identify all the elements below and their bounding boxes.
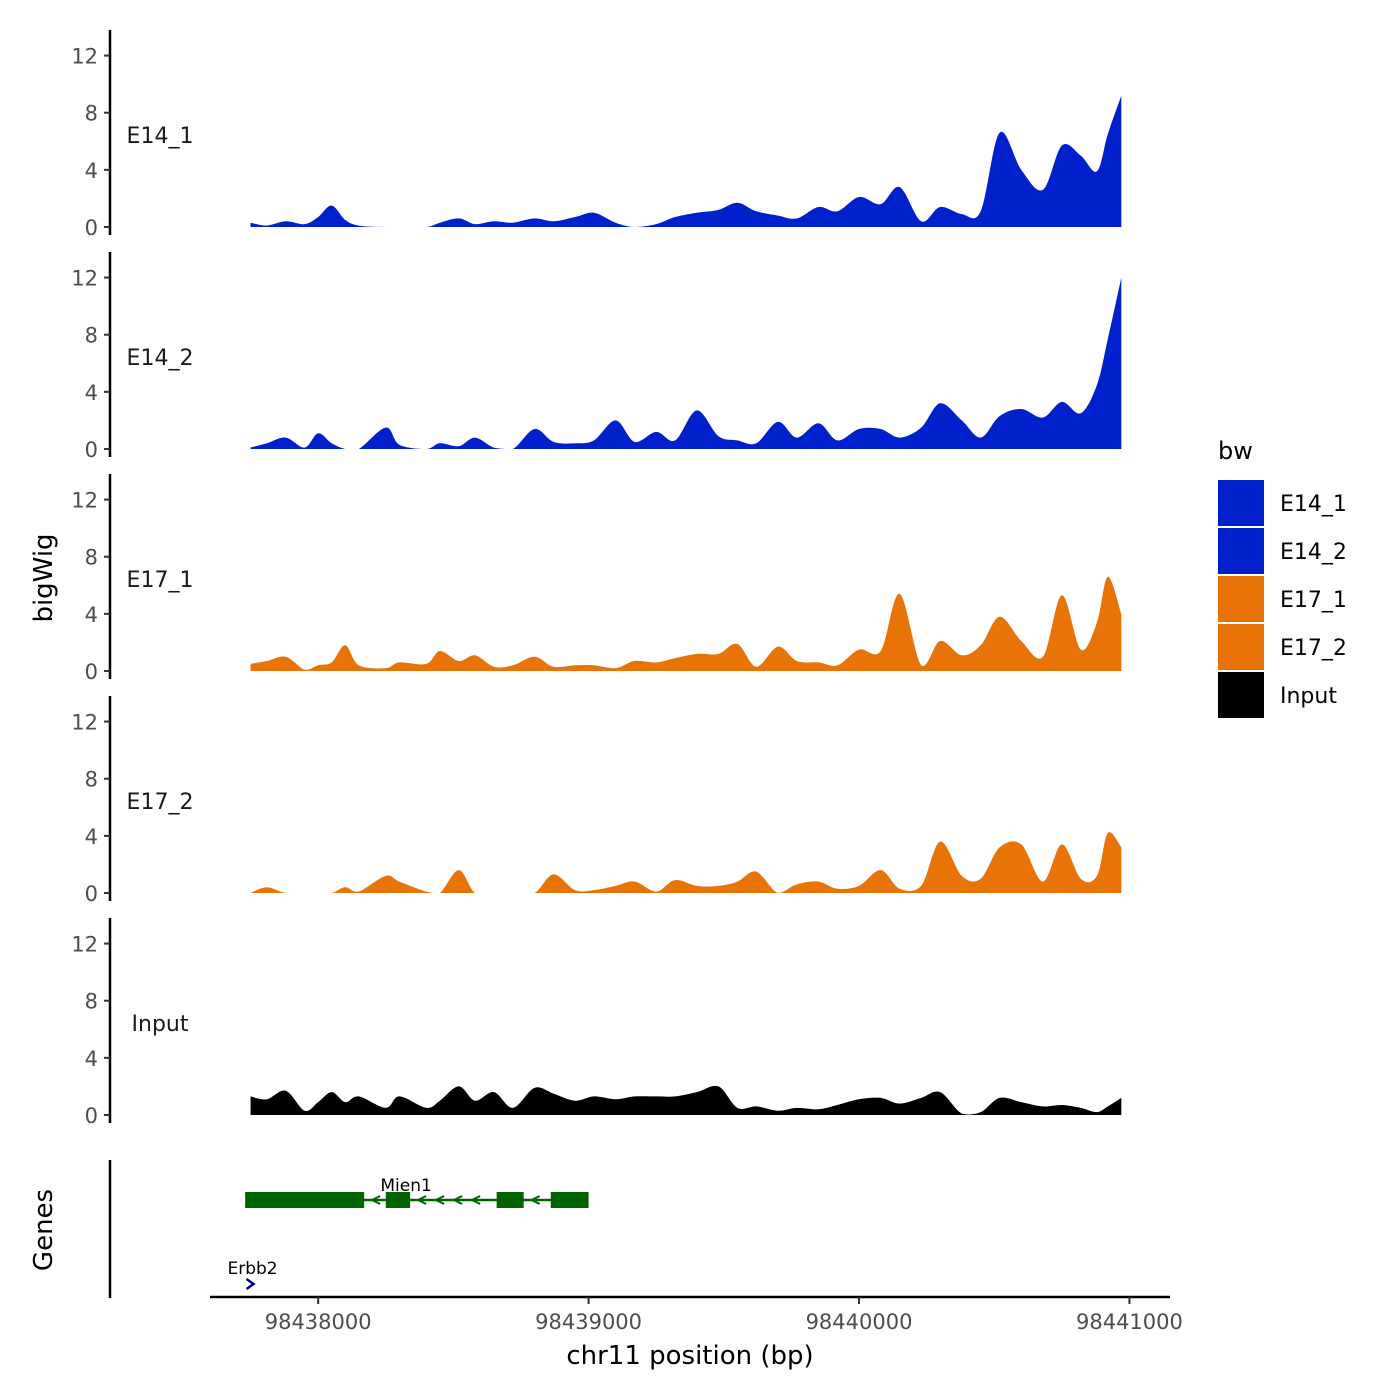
gene-Mien1: Mien1: [245, 1176, 589, 1208]
y-tick-label: 4: [85, 381, 98, 405]
y-tick-label: 8: [85, 768, 98, 792]
genes-axis-label: Genes: [29, 1189, 59, 1271]
y-tick-label: 0: [85, 882, 98, 906]
legend-swatch-E14_2: [1218, 528, 1264, 574]
legend-label: E17_1: [1280, 588, 1347, 613]
y-tick-label: 0: [85, 660, 98, 684]
panel-label: E17_1: [127, 568, 194, 593]
strand-arrow: [529, 1195, 541, 1205]
y-tick-label: 12: [71, 933, 98, 957]
legend-label: E14_1: [1280, 492, 1347, 517]
panel-label: E14_1: [127, 124, 194, 149]
legend-swatch-E14_1: [1218, 480, 1264, 526]
signal-panels: 0 4 8 12 E14_1 0 4 8 12 E14_2 0 4 8 12 E17_1 0 4 8 12 E17_2…: [71, 30, 1122, 1128]
signal-area-E17_1: [250, 576, 1122, 671]
gene-label: Erbb2: [227, 1259, 277, 1279]
x-tick-label: 98441000: [1076, 1310, 1183, 1334]
legend-swatch-Input: [1218, 672, 1264, 718]
strand-arrow: [451, 1195, 463, 1205]
y-tick-label: 8: [85, 990, 98, 1014]
y-tick-label: 12: [71, 45, 98, 69]
x-axis: 98438000 98439000 98440000 98441000: [210, 1295, 1183, 1334]
x-axis-label: chr11 position (bp): [566, 1341, 813, 1371]
strand-arrow: [369, 1195, 381, 1205]
signal-area-Input: [250, 1085, 1122, 1115]
y-tick-label: 4: [85, 825, 98, 849]
panel-E17_2: 0 4 8 12 E17_2: [71, 696, 1122, 906]
x-tick-label: 98439000: [535, 1310, 642, 1334]
signal-area-E14_2: [250, 277, 1122, 449]
y-tick-label: 12: [71, 711, 98, 735]
y-tick-label: 0: [85, 216, 98, 240]
strand-arrow: [415, 1195, 427, 1205]
y-tick-label: 4: [85, 159, 98, 183]
y-tick-label: 12: [71, 267, 98, 291]
panel-label: E17_2: [127, 790, 194, 815]
legend-label: E14_2: [1280, 540, 1347, 565]
y-tick-label: 8: [85, 324, 98, 348]
y-tick-label: 8: [85, 546, 98, 570]
gene-exon: [496, 1192, 524, 1208]
panel-E17_1: 0 4 8 12 E17_1: [71, 474, 1122, 684]
y-axis-label: bigWig: [29, 533, 59, 622]
legend-swatch-E17_2: [1218, 624, 1264, 670]
gene-exon: [385, 1192, 411, 1208]
y-tick-label: 4: [85, 1047, 98, 1071]
x-tick-label: 98440000: [806, 1310, 913, 1334]
legend-label: E17_2: [1280, 636, 1347, 661]
gene-exon: [550, 1192, 589, 1208]
gene-Erbb2: Erbb2: [227, 1259, 278, 1291]
y-tick-label: 4: [85, 603, 98, 627]
y-tick-label: 8: [85, 102, 98, 126]
gene-exon: [245, 1192, 365, 1208]
panel-Input: 0 4 8 12 Input: [71, 918, 1122, 1128]
legend: bw E14_1 E14_2 E17_1 E17_2 Input: [1218, 437, 1347, 718]
panel-E14_1: 0 4 8 12 E14_1: [71, 30, 1122, 240]
gene-label: Mien1: [380, 1176, 431, 1196]
gene-track: Mien1 Erbb2: [108, 1160, 589, 1298]
strand-arrow: [245, 1277, 256, 1291]
y-tick-label: 12: [71, 489, 98, 513]
strand-arrow: [433, 1195, 445, 1205]
legend-swatch-E17_1: [1218, 576, 1264, 622]
panel-E14_2: 0 4 8 12 E14_2: [71, 252, 1122, 462]
strand-arrow: [469, 1195, 481, 1205]
panel-label: E14_2: [127, 346, 194, 371]
signal-area-E14_1: [250, 95, 1122, 227]
legend-title: bw: [1218, 437, 1253, 465]
y-tick-label: 0: [85, 438, 98, 462]
y-tick-label: 0: [85, 1104, 98, 1128]
signal-area-E17_2: [250, 832, 1122, 893]
x-tick-label: 98438000: [265, 1310, 372, 1334]
legend-label: Input: [1280, 684, 1337, 709]
panel-label: Input: [132, 1012, 189, 1037]
